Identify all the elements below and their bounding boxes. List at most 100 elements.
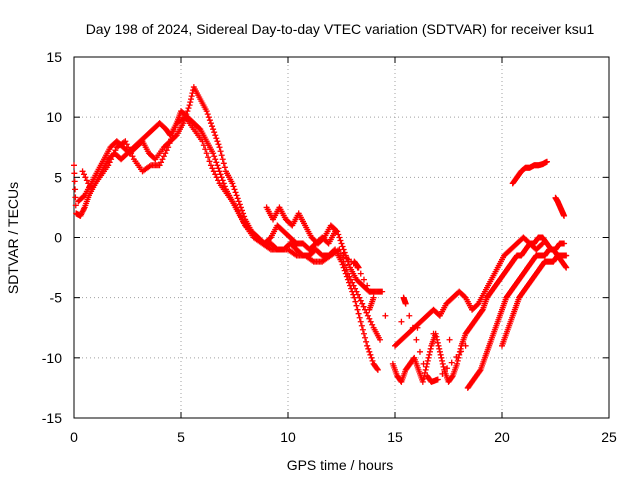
data-point	[426, 348, 433, 355]
data-point	[430, 330, 437, 337]
data-point	[425, 354, 432, 361]
data-point	[231, 186, 238, 193]
data-point	[336, 234, 343, 241]
data-point	[374, 365, 381, 372]
series-track-2	[75, 84, 339, 253]
data-point	[180, 120, 187, 127]
data-point	[364, 342, 371, 349]
data-point	[439, 370, 446, 377]
data-point	[72, 194, 79, 201]
data-point	[359, 326, 366, 333]
y-tick-label: 15	[46, 49, 62, 65]
data-point	[357, 297, 364, 304]
data-point	[340, 246, 347, 253]
data-point	[345, 261, 352, 268]
data-point	[427, 345, 434, 352]
data-point	[266, 235, 273, 242]
data-point	[230, 183, 237, 190]
data-point	[333, 227, 340, 234]
y-tick-label: 5	[54, 169, 62, 185]
data-point	[339, 243, 346, 250]
data-point	[474, 301, 481, 308]
data-point	[453, 354, 460, 361]
data-point	[561, 240, 568, 247]
data-point	[360, 303, 367, 310]
data-point	[367, 288, 374, 295]
series-track-9	[509, 158, 550, 187]
data-point	[214, 138, 221, 145]
data-point	[366, 315, 373, 322]
data-point	[337, 237, 344, 244]
data-point	[221, 164, 228, 171]
data-point	[454, 360, 461, 367]
data-point	[199, 138, 206, 145]
data-point	[433, 333, 440, 340]
chart-title: Day 198 of 2024, Sidereal Day-to-day VTE…	[86, 21, 595, 37]
data-point	[170, 128, 177, 135]
data-point	[158, 159, 165, 166]
data-point	[207, 162, 214, 169]
data-point	[368, 354, 375, 361]
data-point	[350, 282, 357, 289]
data-point	[419, 378, 426, 385]
data-point	[449, 373, 456, 380]
data-point	[71, 162, 77, 169]
series-track-6	[392, 234, 546, 349]
data-point	[166, 140, 173, 147]
data-point	[79, 168, 86, 175]
grid-lines	[74, 57, 609, 418]
data-point	[186, 102, 193, 109]
data-point	[215, 177, 222, 184]
data-point	[353, 302, 360, 309]
data-point	[217, 148, 224, 155]
data-point	[112, 147, 119, 154]
data-point	[216, 168, 223, 175]
data-point	[202, 146, 209, 153]
data-point	[233, 204, 240, 211]
data-point	[416, 348, 423, 355]
data-point	[239, 216, 246, 223]
data-point	[169, 132, 176, 139]
data-point	[438, 354, 445, 361]
data-point	[184, 108, 191, 115]
data-point	[369, 321, 376, 328]
data-point	[334, 228, 341, 235]
data-point	[80, 193, 87, 200]
data-point	[341, 249, 348, 256]
data-point	[369, 357, 376, 364]
data-point	[236, 201, 243, 208]
data-point	[426, 351, 433, 358]
data-point	[212, 132, 219, 139]
data-point	[357, 318, 364, 325]
x-axis-label: GPS time / hours	[287, 457, 394, 473]
data-point	[363, 338, 370, 345]
data-point	[122, 138, 129, 145]
data-point	[235, 207, 242, 214]
x-tick-label: 10	[280, 429, 296, 445]
data-point	[203, 108, 210, 115]
data-point	[163, 147, 170, 154]
data-point	[204, 111, 211, 118]
y-tick-label: -5	[50, 290, 63, 306]
data-point	[200, 142, 207, 149]
data-point	[106, 159, 113, 166]
x-tick-label: 25	[601, 429, 617, 445]
data-point	[217, 171, 224, 178]
data-point	[448, 359, 455, 366]
data-point	[538, 241, 545, 248]
data-points	[71, 84, 570, 391]
data-point	[406, 312, 413, 319]
data-point	[356, 314, 363, 321]
data-point	[462, 342, 469, 349]
data-point	[365, 345, 372, 352]
series-track-10	[552, 194, 568, 219]
data-point	[125, 144, 132, 151]
data-point	[562, 263, 569, 270]
data-point	[370, 294, 377, 301]
data-point	[168, 136, 175, 143]
data-point	[379, 288, 386, 295]
data-point	[216, 144, 223, 151]
data-point	[211, 129, 218, 136]
data-point	[206, 117, 213, 124]
data-point	[229, 180, 236, 187]
